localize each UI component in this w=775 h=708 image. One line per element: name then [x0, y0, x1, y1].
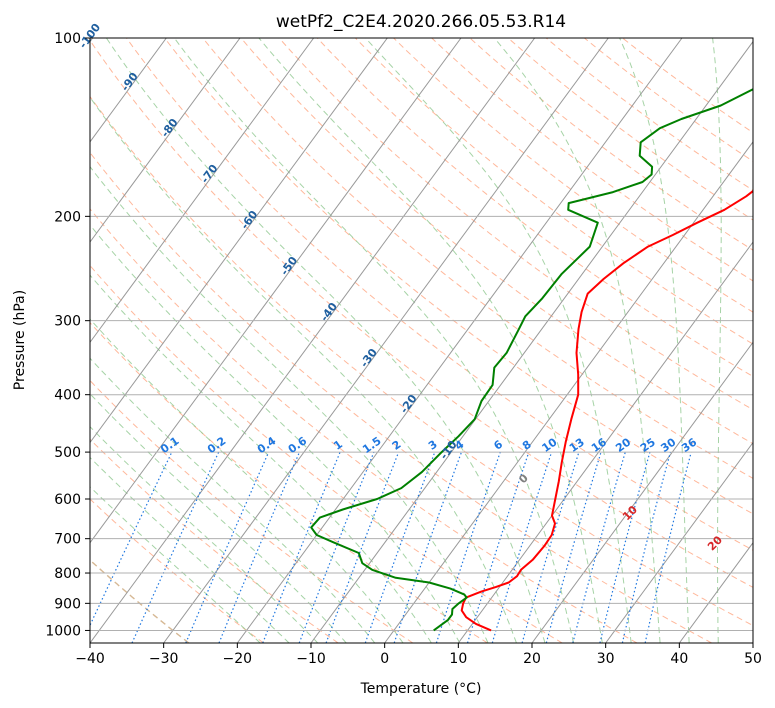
isotherm-line [310, 40, 753, 643]
mixing-ratio-line [393, 451, 463, 643]
mixing-ratio-line [521, 451, 580, 643]
moist-adiabat-line [712, 38, 722, 643]
mixing-ratio-line [545, 451, 602, 643]
dry-adiabat-line [90, 151, 712, 643]
y-tick-label: 200 [54, 209, 81, 225]
pressure-grid [90, 215, 753, 631]
moist-adiabat-line [258, 38, 603, 643]
mixing-ratio-line [621, 451, 671, 643]
plot-frame [89, 37, 754, 644]
mixing-ratio-line [262, 451, 341, 643]
mixing-ratio-line [435, 451, 501, 643]
mixing-ratio-line [325, 451, 400, 643]
y-tick-label: 800 [54, 566, 81, 582]
isotherm-line [90, 38, 241, 243]
moist-adiabat-line [90, 357, 376, 643]
moist-adiabat-line [173, 38, 575, 643]
mixing-ratio-line [218, 451, 301, 643]
isotherm-line [605, 441, 753, 643]
mixing-ratio-line [644, 451, 692, 643]
x-tick-label: 50 [744, 651, 762, 667]
x-tick-label: 20 [523, 651, 541, 667]
y-tick-label: 600 [54, 492, 81, 508]
chart-title: wetPf2_C2E4.2020.266.05.53.R14 [276, 12, 566, 32]
moist-adiabat-line [90, 274, 432, 643]
mixing-ratio-line [185, 451, 270, 643]
isotherm-line [457, 241, 753, 643]
x-tick-label: 40 [670, 651, 688, 667]
mixing-ratio-line [364, 451, 436, 643]
moist-adiabat-line [90, 393, 347, 643]
moist-adiabat-line [90, 224, 461, 643]
x-tick-label: −40 [75, 651, 105, 667]
y-axis-title: Pressure (hPa) [12, 290, 28, 390]
dry-adiabat-line [90, 95, 753, 627]
isotherm-line [90, 38, 388, 444]
moist-adiabat-line [90, 165, 489, 643]
moist-adiabat-line [90, 318, 404, 643]
y-tick-label: 300 [54, 314, 81, 330]
dry-adiabat-line [355, 38, 753, 345]
dry-adiabat-line [90, 39, 753, 588]
isotherm-line [236, 38, 683, 643]
dry-adiabat-line [90, 208, 638, 643]
isotherm-line [531, 341, 753, 643]
isotherm-line [90, 38, 167, 143]
moist-adiabat-line [619, 38, 690, 643]
y-tick-label: 700 [54, 532, 81, 548]
moist-adiabat-line [90, 96, 517, 643]
moist-adiabat-line [90, 456, 290, 643]
y-tick-label: 100 [54, 31, 81, 47]
dewpoint-line [310, 88, 753, 632]
mixing-ratio-line [599, 451, 651, 643]
y-tick-label: 900 [54, 596, 81, 612]
y-tick-label: 500 [54, 445, 81, 461]
y-tick-label: 1000 [45, 623, 81, 639]
mixing-ratio-line [466, 451, 530, 643]
dry-adiabat-line [90, 264, 563, 643]
moist-adiabat-line [90, 486, 261, 643]
isotherm-line [90, 38, 536, 643]
isotherm-line [90, 38, 315, 344]
moist-adiabat-line [365, 38, 632, 643]
isotherm-line [384, 141, 753, 643]
x-axis-title: Temperature (°C) [360, 681, 482, 697]
temperature-line [460, 189, 753, 632]
mixing-ratio-line [491, 451, 553, 643]
axis-ticks: −40 −30 −20 −10 0 10 20 30 40 50 1000 900 800 700 600 5… [45, 31, 762, 667]
moist-adiabat-line [105, 38, 546, 643]
background-lines [90, 38, 753, 643]
x-tick-label: 30 [597, 651, 615, 667]
x-tick-label: 0 [380, 651, 389, 667]
dry-adiabat-line [316, 38, 753, 378]
dry-adiabat-line [164, 38, 753, 515]
mixing-ratio-line [572, 451, 626, 643]
profile-lines [310, 88, 753, 632]
moist-adiabat-line [494, 38, 661, 643]
x-tick-label: −30 [149, 651, 179, 667]
x-tick-label: 10 [449, 651, 467, 667]
mixing-ratio-line [298, 451, 375, 643]
y-tick-label: 400 [54, 388, 81, 404]
x-tick-label: −20 [223, 651, 253, 667]
x-tick-label: −10 [296, 651, 326, 667]
isotherm-line [163, 38, 609, 643]
